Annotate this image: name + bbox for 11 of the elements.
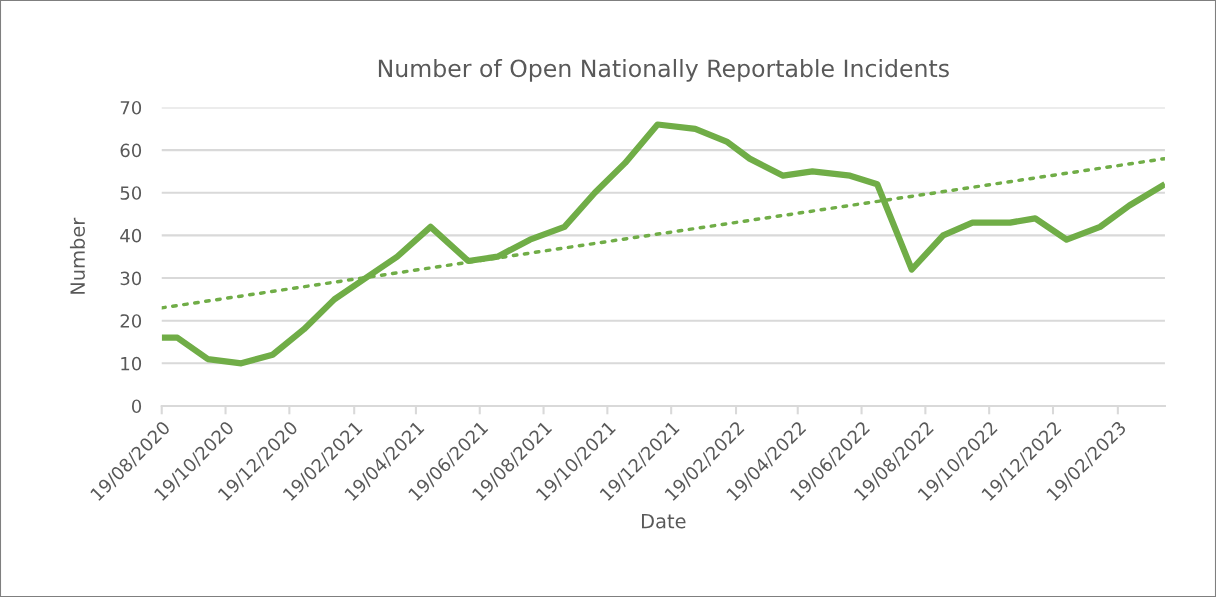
y-tick-label: 30	[120, 271, 142, 286]
y-tick-label: 10	[121, 356, 142, 371]
y-axis-title: Number	[69, 217, 85, 294]
y-tick-label: 70	[120, 100, 142, 115]
y-tick-label: 40	[120, 228, 142, 243]
chart-title: Number of Open Nationally Reportable Incidents	[378, 58, 949, 82]
y-tick-label: 50	[120, 186, 142, 200]
y-tick-label: 60	[120, 143, 142, 158]
x-axis-title: Date	[642, 514, 686, 529]
y-tick-label: 0	[131, 399, 142, 414]
y-tick-label: 20	[120, 314, 142, 328]
